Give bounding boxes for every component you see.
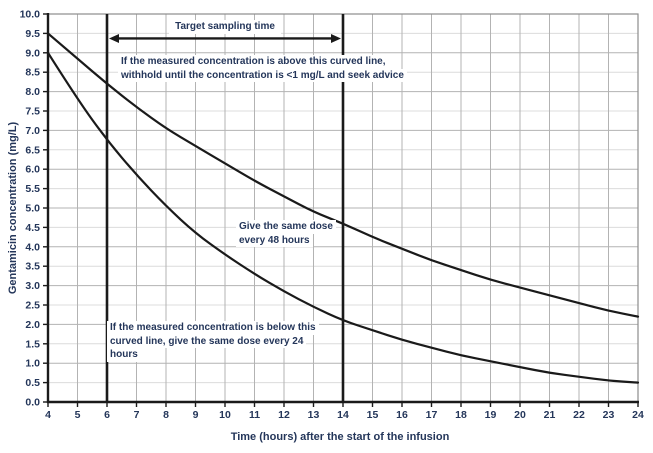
x-tick-label: 14 xyxy=(337,409,349,421)
x-axis-title: Time (hours) after the start of the infu… xyxy=(230,431,450,443)
y-tick-label: 6.0 xyxy=(25,164,40,176)
upper-withhold-threshold-curve xyxy=(46,32,640,318)
lower-24h-threshold-curve xyxy=(46,51,640,384)
target-sampling-time-text: Target sampling time xyxy=(169,20,281,34)
below-curve-instruction: If the measured concentration is below t… xyxy=(107,321,319,362)
dose-every-48-hours-label: Give the same dose every 48 hours xyxy=(236,220,336,247)
y-tick-label: 3.5 xyxy=(25,261,40,273)
x-tick-label: 8 xyxy=(163,409,169,421)
x-tick-label: 22 xyxy=(573,409,585,421)
x-tick-label: 11 xyxy=(249,409,260,421)
y-tick-label: 7.0 xyxy=(25,125,40,137)
x-tick-label: 9 xyxy=(193,409,199,421)
below-curve-instruction-line-2: curved line, give the same dose every 24 xyxy=(107,334,307,348)
x-tick-label: 5 xyxy=(75,409,81,421)
arrow-head-left xyxy=(109,33,119,43)
dose-every-48-hours-line-1: Give the same dose xyxy=(236,220,336,234)
x-tick-label: 15 xyxy=(367,409,379,421)
y-tick-label: 0.5 xyxy=(25,377,40,389)
y-tick-label: 10.0 xyxy=(20,9,41,21)
above-curve-instruction-line-2: withhold until the concentration is <1 m… xyxy=(118,68,407,82)
y-tick-label: 2.0 xyxy=(25,319,40,331)
x-tick-label: 4 xyxy=(45,409,51,421)
y-tick-label: 8.0 xyxy=(25,86,40,98)
above-curve-instruction: If the measured concentration is above t… xyxy=(118,55,407,82)
x-tick-label: 6 xyxy=(104,409,110,421)
above-curve-instruction-line-1: If the measured concentration is above t… xyxy=(118,55,389,69)
y-tick-label: 2.5 xyxy=(25,300,40,312)
y-tick-label: 5.0 xyxy=(25,203,40,215)
y-tick-label: 4.0 xyxy=(25,241,40,253)
y-tick-label: 1.0 xyxy=(25,358,40,370)
y-tick-label: 7.5 xyxy=(25,106,40,118)
y-tick-label: 9.0 xyxy=(25,47,40,59)
x-tick-label: 13 xyxy=(308,409,320,421)
y-tick-label: 1.5 xyxy=(25,338,40,350)
below-curve-instruction-line-1: If the measured concentration is below t… xyxy=(107,321,319,335)
x-tick-label: 19 xyxy=(485,409,497,421)
y-tick-label: 5.5 xyxy=(25,183,40,195)
x-tick-label: 18 xyxy=(455,409,467,421)
y-axis-title: Gentamicin concentration (mg/L) xyxy=(7,121,19,295)
dose-every-48-hours-line-2: every 48 hours xyxy=(236,233,313,247)
y-tick-label: 9.5 xyxy=(25,28,40,40)
x-tick-label: 17 xyxy=(426,409,438,421)
y-tick-label: 6.5 xyxy=(25,144,40,156)
x-tick-label: 10 xyxy=(219,409,231,421)
x-tick-label: 16 xyxy=(396,409,408,421)
x-tick-label: 7 xyxy=(134,409,140,421)
y-tick-label: 8.5 xyxy=(25,67,40,79)
x-tick-label: 21 xyxy=(544,409,556,421)
y-tick-label: 4.5 xyxy=(25,222,40,234)
below-curve-instruction-line-3: hours xyxy=(107,348,141,362)
x-tick-label: 24 xyxy=(632,409,644,421)
target-sampling-time-label: Target sampling time xyxy=(107,20,343,34)
arrow-head-right xyxy=(331,33,341,43)
x-tick-label: 23 xyxy=(603,409,615,421)
x-tick-label: 12 xyxy=(278,409,290,421)
y-tick-label: 0.0 xyxy=(25,397,40,409)
x-tick-label: 20 xyxy=(514,409,526,421)
y-tick-label: 3.0 xyxy=(25,280,40,292)
